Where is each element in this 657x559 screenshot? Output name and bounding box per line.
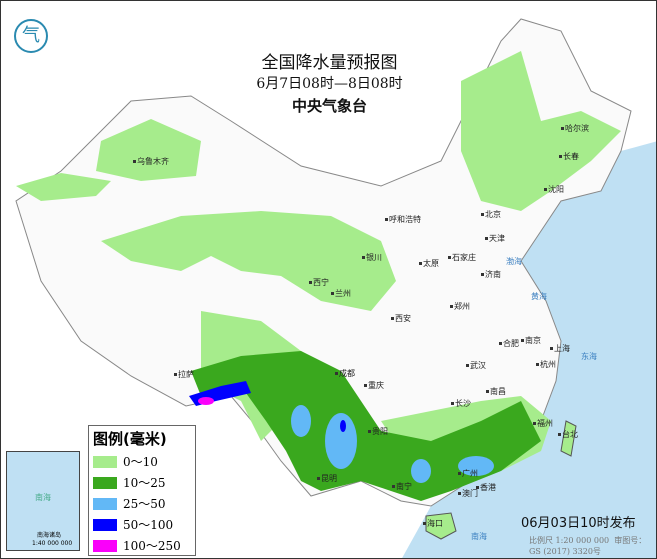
inset-islands: 南海诸岛 xyxy=(37,532,62,539)
city-label: 兰州 xyxy=(331,288,351,299)
city-label: 哈尔滨 xyxy=(561,123,589,134)
city-label: 杭州 xyxy=(536,359,556,370)
legend-label: 10～25 xyxy=(123,476,166,490)
city-label: 福州 xyxy=(533,418,553,429)
city-label: 南昌 xyxy=(486,386,506,397)
rain-10-25 xyxy=(191,351,541,501)
city-label: 合肥 xyxy=(499,338,519,349)
city-label: 拉萨 xyxy=(174,369,194,380)
city-label: 武汉 xyxy=(466,360,486,371)
legend-item: 0～10 xyxy=(89,451,195,472)
city-label: 西安 xyxy=(391,313,411,324)
sea-label: 南海 xyxy=(471,532,487,541)
cma-logo: 气 xyxy=(14,19,48,53)
city-label: 澳门 xyxy=(458,488,478,499)
legend-swatch xyxy=(93,455,117,468)
sea-label: 黄海 xyxy=(531,292,547,301)
city-label: 石家庄 xyxy=(448,252,476,263)
city-label: 太原 xyxy=(419,258,439,269)
city-label: 郑州 xyxy=(450,301,470,312)
legend: 图例(毫米) 0～10 10～25 25～50 50～100 100～250 xyxy=(88,425,196,556)
city-label: 重庆 xyxy=(364,380,384,391)
city-label: 天津 xyxy=(485,233,505,244)
south-china-sea-inset: 南海 南海诸岛 1:40 000 000 xyxy=(6,451,80,551)
rain-25-50 xyxy=(291,405,494,483)
map-number: 审图号：GS (2017) 3320号 xyxy=(529,536,647,556)
city-label: 长春 xyxy=(559,151,579,162)
legend-item: 25～50 xyxy=(89,493,195,514)
legend-label: 50～100 xyxy=(123,518,174,532)
map-title: 全国降水量预报图 xyxy=(261,53,398,73)
city-label: 上海 xyxy=(550,343,570,354)
legend-swatch xyxy=(93,476,117,489)
city-label: 昆明 xyxy=(317,473,337,484)
forecast-period: 6月7日08时—8日08时 xyxy=(256,76,403,92)
issue-time: 06月03日10时发布 xyxy=(521,516,636,531)
legend-item: 10～25 xyxy=(89,472,195,493)
legend-item: 100～250 xyxy=(89,535,195,556)
city-label: 贵阳 xyxy=(368,426,388,437)
scale-info: 比例尺 1:20 000 000 审图号：GS (2017) 3320号 xyxy=(529,535,656,557)
inset-sea-label: 南海 xyxy=(35,493,51,502)
legend-swatch xyxy=(93,497,117,510)
inset-scale: 1:40 000 000 xyxy=(32,540,73,547)
city-label: 南京 xyxy=(521,335,541,346)
legend-label: 100～250 xyxy=(123,539,181,553)
legend-item: 50～100 xyxy=(89,514,195,535)
legend-label: 25～50 xyxy=(123,497,166,511)
rain-100-250 xyxy=(198,397,214,405)
city-label: 银川 xyxy=(362,252,382,263)
city-label: 乌鲁木齐 xyxy=(133,156,169,167)
city-label: 广州 xyxy=(458,468,478,479)
city-label: 沈阳 xyxy=(544,184,564,195)
legend-swatch xyxy=(93,539,117,552)
city-label: 海口 xyxy=(423,518,443,529)
city-label: 台北 xyxy=(558,429,578,440)
sea-label: 东海 xyxy=(581,352,597,361)
city-label: 香港 xyxy=(476,482,496,493)
sea xyxy=(402,141,656,558)
legend-title: 图例(毫米) xyxy=(93,430,167,448)
city-label: 成都 xyxy=(335,368,355,379)
legend-label: 0～10 xyxy=(123,455,158,469)
city-label: 南宁 xyxy=(392,481,412,492)
city-label: 西宁 xyxy=(309,277,329,288)
scale-text: 比例尺 1:20 000 000 xyxy=(529,536,610,545)
issuer: 中央气象台 xyxy=(291,97,367,115)
city-label: 呼和浩特 xyxy=(385,214,421,225)
sea-label: 渤海 xyxy=(506,257,522,266)
legend-swatch xyxy=(93,518,117,531)
city-label: 北京 xyxy=(481,209,501,220)
city-label: 长沙 xyxy=(451,398,471,409)
city-label: 济南 xyxy=(481,269,501,280)
